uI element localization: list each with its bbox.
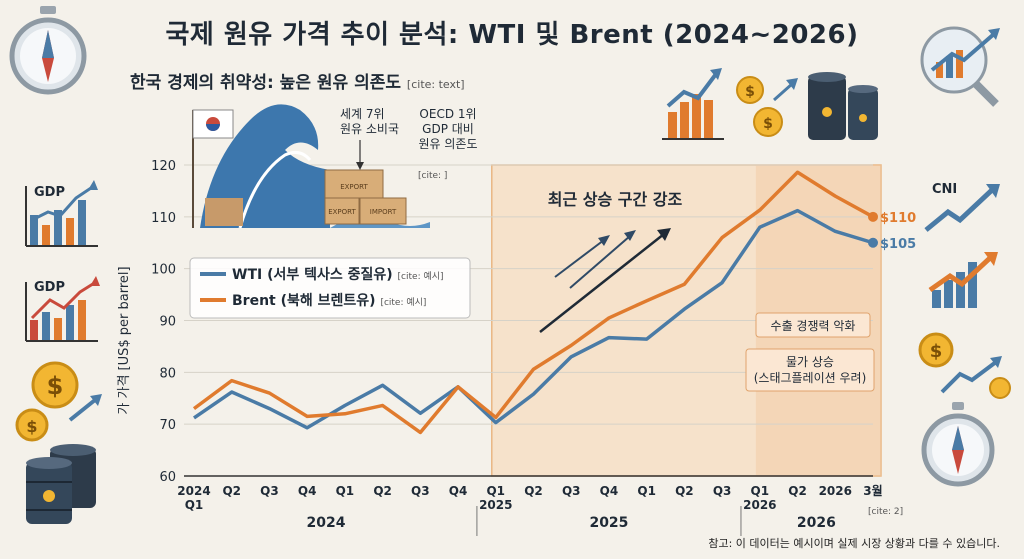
- x-tick-label: Q1: [336, 484, 355, 498]
- right-decoration: $: [918, 26, 1011, 487]
- annotation-export-text: 수출 경쟁력 악화: [771, 319, 856, 333]
- compass-icon: [921, 402, 995, 487]
- gdp-label-2: GDP: [34, 280, 65, 295]
- rise-arrows: [539, 228, 671, 333]
- legend-cite-brent: [cite: 예시]: [380, 297, 426, 308]
- coin-arrow-icon: $: [918, 332, 1011, 399]
- x-tick-label: Q2: [675, 484, 694, 498]
- gdp-label-1: GDP: [34, 185, 65, 200]
- dollar-coin-icon: $ $: [15, 361, 102, 442]
- series-endpoint: [868, 211, 878, 222]
- oecd-rank-label: OECD 1위 GDP 대비 원유 의존도: [418, 107, 477, 151]
- x-tick-label: Q2: [222, 484, 241, 498]
- series-endpoints: $105 $110: [868, 211, 916, 252]
- x-tick-label: Q3: [411, 484, 430, 498]
- growth-chart-icon: [920, 26, 1000, 107]
- y-tick-label: 90: [159, 315, 176, 330]
- subtitle-text: 한국 경제의 취약성: 높은 원유 의존도: [130, 73, 401, 93]
- svg-text:$: $: [930, 341, 943, 362]
- export-box-label-2: EXPORT: [328, 208, 356, 216]
- svg-text:$: $: [47, 372, 64, 400]
- legend-label-wti: WTI (서부 텍사스 중질유): [232, 266, 393, 283]
- legend-label-brent: Brent (북해 브렌트유): [232, 292, 376, 309]
- stopwatch-icon: [9, 6, 87, 95]
- series-end-label: $110: [880, 211, 916, 226]
- x-tick-label: Q2: [788, 484, 807, 498]
- year-label: 2024: [307, 515, 346, 531]
- x-tick-label: Q2: [373, 484, 392, 498]
- highlight-label: 최근 상승 구간 강조: [548, 190, 683, 209]
- year-label: 2026: [797, 515, 836, 531]
- x-tick-label: Q4: [298, 484, 317, 498]
- x-tick-label: 2026: [819, 484, 852, 498]
- series-line-wti: [193, 208, 874, 430]
- x-tick-label: 3월: [863, 483, 882, 498]
- y-tick-label: 70: [159, 418, 176, 433]
- x-tick-label: Q1: [637, 484, 656, 498]
- left-decoration: $ $: [9, 6, 102, 524]
- x-tick-label: Q3: [562, 484, 581, 498]
- gdp-chart-icon-2: [25, 276, 100, 342]
- chart-subtitle: 한국 경제의 취약성: 높은 원유 의존도 [cite: text]: [130, 68, 465, 93]
- svg-text:$: $: [745, 84, 755, 100]
- x-tick-label: Q3: [713, 484, 732, 498]
- x-axis-cite: [cite: 2]: [868, 507, 903, 517]
- legend-item-brent: Brent (북해 브렌트유) [cite: 예시]: [232, 292, 426, 309]
- subtitle-cite: [cite: text]: [406, 78, 465, 91]
- annotation-inflation-text: 물가 상승 (스태그플레이션 우려): [754, 355, 867, 385]
- legend: WTI (서부 텍사스 중질유) [cite: 예시] Brent (북해 브렌…: [189, 257, 471, 319]
- series-line-brent: [192, 170, 874, 435]
- annotation-inflation: 물가 상승 (스태그플레이션 우려): [745, 348, 875, 392]
- year-label: 2025: [589, 515, 628, 531]
- svg-text:$: $: [763, 116, 773, 132]
- y-tick-label: 60: [159, 470, 176, 485]
- chart-title: 국제 원유 가격 추이 분석: WTI 및 Brent (2024~2026): [165, 20, 859, 50]
- y-tick-label: 80: [159, 366, 176, 381]
- y-tick-label: 120: [151, 159, 176, 174]
- x-tick-label: Q2: [524, 484, 543, 498]
- x-tick-label: Q3: [260, 484, 279, 498]
- x-axis-ticks: 2024 Q1 Q2 Q3 Q4 Q1 Q2 Q3 Q4 Q1 2025 Q2 Q3 Q4 Q1 Q2 Q3 Q1…: [177, 483, 882, 512]
- bar-growth-icon: [928, 252, 998, 308]
- x-tick-label: Q4: [449, 484, 468, 498]
- import-box-label: IMPORT: [370, 208, 397, 216]
- series-end-label: $105: [880, 237, 916, 252]
- consumer-rank-label: 세계 7위 원유 소비국: [340, 107, 399, 136]
- cni-label: CNI: [932, 182, 958, 197]
- gdp-chart-icon-1: [25, 180, 98, 247]
- y-axis-label: 가 가격 [US$ per barrel]: [117, 266, 132, 414]
- rising-arrow-icon: [924, 184, 1000, 232]
- y-tick-label: 110: [151, 211, 176, 226]
- footnote: 참고: 이 데이터는 예시이며 실제 시장 상황과 다를 수 있습니다.: [708, 537, 1000, 550]
- legend-cite-wti: [cite: 예시]: [398, 271, 444, 282]
- export-box-label: EXPORT: [340, 183, 368, 191]
- y-axis-ticks: 60 70 80 90 100 110 120: [151, 159, 176, 485]
- x-tick-label: Q4: [600, 484, 619, 498]
- korea-wave-illustration: EXPORT EXPORT IMPORT: [192, 104, 430, 229]
- svg-text:$: $: [26, 417, 37, 436]
- x-tick-label: Q1 2025: [479, 484, 512, 512]
- y-tick-label: 100: [151, 263, 176, 278]
- annotation-export: 수출 경쟁력 악화: [755, 312, 871, 338]
- coins-barrels-icon: $ $: [736, 72, 878, 140]
- price-growth-icon: [662, 68, 724, 140]
- x-tick-label: 2024 Q1: [177, 484, 210, 512]
- x-tick-label: Q1 2026: [743, 484, 776, 512]
- year-labels: 2024 2025 2026: [307, 506, 836, 536]
- oil-barrel-icon: [26, 444, 96, 524]
- series-endpoint: [868, 237, 878, 248]
- illustration-cite: [cite: ]: [418, 171, 447, 181]
- legend-item-wti: WTI (서부 텍사스 중질유) [cite: 예시]: [232, 266, 444, 283]
